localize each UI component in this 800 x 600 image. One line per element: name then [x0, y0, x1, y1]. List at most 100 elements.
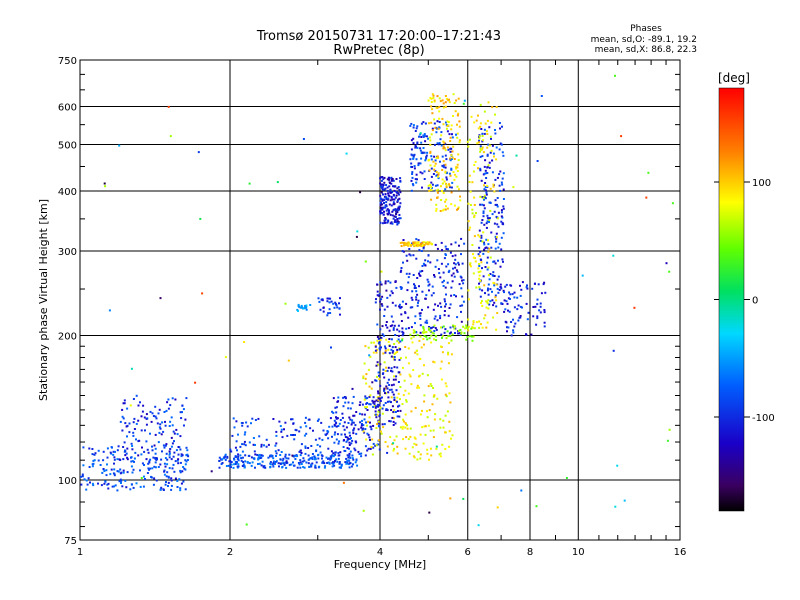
data-point: [106, 447, 109, 450]
data-point: [494, 113, 496, 116]
data-point: [427, 254, 430, 257]
data-point: [159, 463, 162, 466]
data-point: [479, 155, 482, 158]
data-point: [423, 178, 426, 180]
data-point: [165, 443, 168, 446]
data-point: [487, 239, 489, 242]
data-point: [345, 461, 348, 464]
data-point: [409, 158, 412, 161]
data-point: [384, 351, 387, 354]
data-point: [170, 484, 173, 487]
data-point: [498, 122, 501, 124]
data-point: [456, 114, 459, 117]
data-point: [407, 281, 410, 284]
data-point: [408, 243, 411, 246]
data-point: [384, 217, 387, 219]
data-point: [379, 201, 382, 204]
data-point: [361, 423, 363, 425]
data-point: [351, 419, 354, 422]
data-point: [424, 242, 427, 245]
data-point: [181, 454, 184, 457]
data-point: [389, 199, 392, 202]
data-point: [484, 189, 487, 192]
data-point: [332, 462, 335, 465]
data-point: [479, 147, 482, 150]
data-point: [285, 466, 288, 469]
data-point: [424, 122, 427, 125]
data-point: [438, 272, 441, 275]
data-point: [352, 463, 354, 466]
data-point: [396, 445, 399, 448]
data-point: [120, 479, 122, 482]
data-point: [378, 414, 381, 417]
data-point: [416, 458, 419, 461]
data-point: [128, 431, 131, 434]
data-point: [155, 459, 158, 461]
data-point: [313, 455, 316, 458]
data-point: [536, 315, 539, 318]
data-point: [299, 459, 302, 462]
data-point: [445, 97, 448, 100]
data-point: [438, 97, 441, 100]
data-point: [373, 400, 376, 403]
data-point: [276, 181, 279, 184]
data-point: [452, 171, 455, 173]
data-point: [433, 274, 435, 276]
colorbar: [718, 87, 745, 512]
data-point: [383, 423, 386, 426]
data-point: [357, 428, 360, 431]
data-point: [376, 403, 379, 406]
data-point: [396, 350, 399, 353]
data-point: [119, 468, 122, 471]
data-point: [251, 461, 254, 464]
data-point: [359, 421, 362, 424]
data-point: [533, 282, 536, 285]
data-point: [428, 337, 431, 340]
data-point: [519, 305, 522, 308]
data-point: [495, 328, 498, 331]
data-point: [444, 382, 447, 385]
data-point: [398, 303, 401, 306]
data-point: [424, 321, 427, 324]
data-point: [160, 486, 163, 489]
data-point: [477, 267, 480, 270]
data-point: [237, 465, 240, 468]
data-point: [389, 436, 392, 439]
data-point: [499, 170, 502, 173]
data-point: [124, 449, 126, 452]
data-point: [385, 392, 388, 395]
data-point: [489, 288, 492, 291]
data-point: [307, 462, 310, 465]
data-point: [505, 283, 508, 286]
data-point: [419, 457, 422, 460]
data-point: [444, 149, 447, 152]
data-point: [645, 196, 648, 199]
data-point: [316, 443, 319, 446]
data-point: [416, 386, 419, 389]
data-point: [260, 454, 263, 457]
data-point: [322, 306, 325, 309]
data-point: [330, 450, 333, 453]
data-point: [481, 240, 484, 243]
data-point: [475, 321, 478, 324]
data-point: [346, 436, 349, 439]
data-point: [424, 140, 427, 143]
data-point: [440, 199, 443, 201]
data-point: [332, 411, 335, 414]
data-point: [532, 315, 535, 318]
data-point: [246, 461, 249, 463]
data-point: [432, 395, 435, 398]
data-point: [329, 455, 332, 458]
data-point: [395, 435, 398, 438]
data-point: [473, 327, 476, 330]
data-point: [394, 378, 397, 381]
data-point: [433, 118, 436, 121]
data-point: [101, 471, 104, 474]
data-point: [381, 325, 384, 328]
data-point: [278, 420, 281, 423]
data-point: [386, 409, 389, 412]
data-point: [392, 185, 394, 188]
data-point: [488, 166, 491, 169]
data-point: [364, 260, 367, 263]
data-point: [355, 458, 358, 461]
